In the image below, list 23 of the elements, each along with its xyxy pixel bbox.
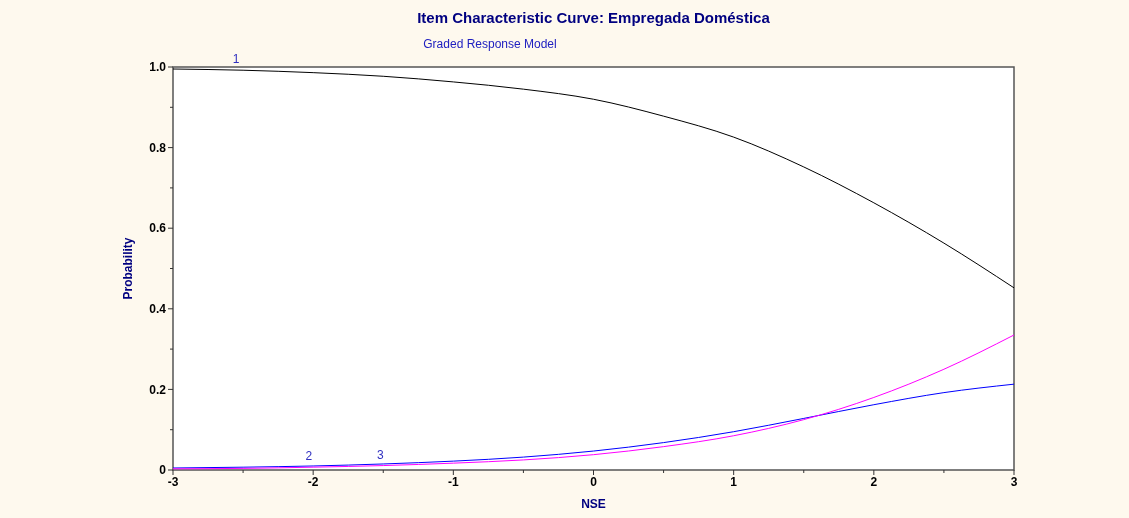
- chart-title: Item Characteristic Curve: Empregada Doméstica: [417, 9, 771, 26]
- x-tick-label: 3: [1010, 475, 1018, 489]
- y-tick-label: 0.8: [149, 140, 167, 155]
- y-tick-label: 1.0: [149, 60, 167, 75]
- x-tick-label: -2: [307, 475, 319, 489]
- line-series: [172, 383, 1015, 469]
- y-tick-label: 0.4: [149, 302, 167, 316]
- x-axis-title: NSE: [581, 497, 606, 511]
- y-tick-label: 0: [159, 463, 167, 478]
- x-tick-label: -1: [448, 475, 459, 489]
- x-tick-label: 2: [870, 475, 878, 489]
- line-series: [172, 334, 1015, 470]
- annotation: 3: [377, 447, 385, 462]
- y-tick-label: 0.2: [149, 382, 167, 397]
- y-axis-title: Probability: [121, 237, 135, 300]
- annotation: 2: [305, 448, 313, 463]
- chart-subtitle: Graded Response Model: [423, 37, 557, 51]
- x-tick-label: 0: [590, 475, 598, 489]
- x-tick-label: -3: [167, 475, 179, 489]
- line-series: [172, 68, 1015, 289]
- annotation: 1: [232, 52, 240, 67]
- x-tick-label: 1: [730, 475, 738, 489]
- y-tick-label: 0.6: [149, 221, 167, 236]
